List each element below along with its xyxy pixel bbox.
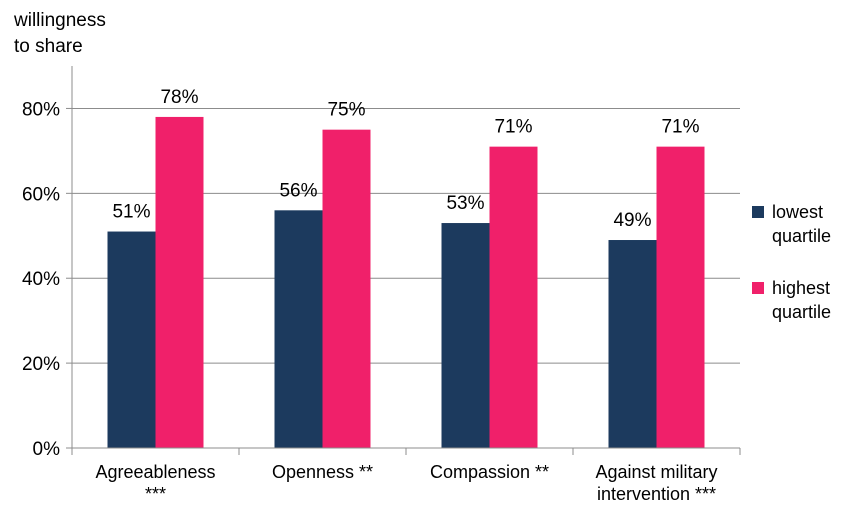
y-axis-title-line-1: willingness (14, 10, 106, 31)
bar-series0-cat0 (107, 231, 156, 448)
x-category-label-2: Compassion ** (430, 462, 549, 482)
legend-swatch-lowest (752, 206, 764, 218)
y-axis-title: willingness to share (14, 8, 106, 60)
legend-label-lowest: lowest quartile (772, 200, 844, 248)
legend-label-highest-line-2: quartile (772, 302, 832, 322)
x-category-label-0-line-1: *** (145, 484, 166, 504)
bar-series0-cat1 (274, 210, 323, 448)
legend-swatch-highest (752, 282, 764, 294)
x-category-label-0-line-0: Agreeableness (95, 462, 215, 482)
x-category-label-2-line-0: Compassion ** (430, 462, 549, 482)
legend-label-lowest-line-2: quartile (772, 226, 832, 246)
bar-series1-cat3 (656, 146, 705, 448)
x-category-label-1-line-0: Openness ** (272, 462, 373, 482)
y-tick-label-40: 40% (22, 269, 60, 290)
bar-series0-cat3 (608, 240, 657, 448)
axes (66, 66, 741, 455)
value-label-series0-cat0: 51% (112, 202, 150, 223)
x-category-label-0: Agreeableness *** (95, 462, 215, 504)
bars (107, 116, 705, 448)
bar-series1-cat1 (322, 129, 371, 448)
legend: lowest quartile highest quartile (752, 200, 844, 352)
legend-label-highest: highest quartile (772, 276, 844, 324)
y-tick-label-60: 60% (22, 184, 60, 205)
legend-item-lowest-quartile: lowest quartile (752, 200, 844, 248)
x-category-labels: Agreeableness *** Openness ** Compassion **… (95, 462, 717, 504)
x-category-label-3-line-1: intervention *** (597, 484, 716, 504)
bar-series1-cat0 (155, 116, 204, 448)
legend-label-lowest-line-1: lowest (772, 202, 824, 222)
y-tick-label-20: 20% (22, 354, 60, 375)
y-tick-label-0: 0% (33, 439, 61, 460)
value-label-series0-cat2: 53% (446, 193, 484, 214)
bar-series0-cat2 (441, 223, 490, 448)
legend-label-highest-line-1: highest (772, 278, 831, 298)
x-category-label-3-line-0: Against military (595, 462, 717, 482)
x-category-label-1: Openness ** (272, 462, 373, 482)
y-axis-title-line-2: to share (14, 36, 83, 57)
x-category-label-3: Against military intervention *** (595, 462, 717, 504)
value-label-series1-cat3: 71% (661, 117, 699, 138)
value-label-series0-cat1: 56% (279, 180, 317, 201)
value-label-series1-cat1: 75% (327, 100, 365, 121)
value-label-series0-cat3: 49% (613, 210, 651, 231)
y-tick-label-80: 80% (22, 99, 60, 120)
y-tick-labels: 0% 20% 40% 60% 80% (22, 99, 60, 460)
value-labels: 51% 78% 56% 75% 53% 71% 49% 71% (112, 87, 699, 231)
legend-item-highest-quartile: highest quartile (752, 276, 844, 324)
bar-series1-cat2 (489, 146, 538, 448)
value-label-series1-cat2: 71% (494, 117, 532, 138)
value-label-series1-cat0: 78% (160, 87, 198, 108)
